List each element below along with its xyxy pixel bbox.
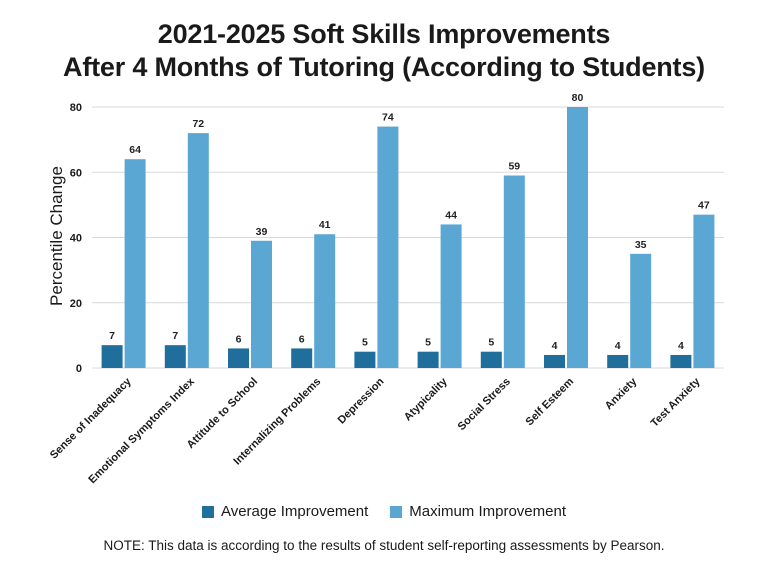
bar-value-label: 64 (129, 144, 141, 156)
x-tick-label: Self Esteem (524, 375, 577, 428)
bar-value-label: 4 (615, 340, 621, 352)
bar-maximum (251, 240, 272, 368)
chart-title-line-1: 2021-2025 Soft Skills Improvements (157, 19, 611, 49)
y-axis-ticks: 0 20 40 60 80 (70, 102, 82, 375)
bar-maximum (630, 253, 652, 368)
gridlines (92, 106, 724, 369)
legend-label-maximum: Maximum Improvement (409, 503, 566, 520)
bar-value-label: 5 (425, 337, 431, 349)
legend-item-maximum: Maximum Improvement (390, 503, 566, 520)
y-tick-label: 80 (70, 102, 82, 114)
bar-maximum (124, 159, 146, 368)
x-tick-label: Attitude to School (185, 376, 260, 451)
bars: 7 64 7 72 6 39 6 41 5 74 5 44 5 59 4 80 4 35 4 47 (101, 92, 715, 368)
bar-average (164, 345, 186, 368)
legend-swatch-average (201, 505, 214, 518)
bar-value-label: 4 (552, 340, 558, 352)
x-tick-label: Emotional Symptoms Index (86, 375, 197, 486)
bar-average (670, 354, 692, 368)
x-tick-label: Social Stress (456, 376, 513, 433)
legend: Average Improvement Maximum Improvement (0, 503, 768, 520)
bar-maximum (503, 175, 525, 368)
bar-value-label: 5 (362, 337, 368, 349)
x-tick-label: Depression (336, 375, 387, 426)
bar-maximum (567, 107, 588, 368)
bar-value-label: 44 (445, 209, 457, 221)
legend-label-average: Average Improvement (220, 503, 369, 520)
footnote: NOTE: This data is according to the resu… (103, 538, 665, 553)
bar-average (291, 348, 313, 368)
y-tick-label: 0 (76, 363, 82, 375)
bar-value-label: 47 (698, 200, 710, 212)
bar-value-label: 4 (678, 340, 684, 352)
bar-value-label: 7 (109, 330, 115, 342)
legend-item-average: Average Improvement (201, 503, 369, 520)
y-tick-label: 60 (70, 167, 82, 179)
bar-average (417, 351, 439, 368)
bar-value-label: 80 (572, 92, 584, 104)
bar-average (354, 351, 376, 368)
x-tick-label: Test Anxiety (649, 375, 703, 429)
bar-value-label: 59 (508, 161, 520, 173)
bar-value-label: 35 (635, 239, 647, 251)
bar-chart: 0 20 40 60 80 7 64 7 72 6 39 6 41 5 74 5 44 5 59 4 80 4 35 4 47… (47, 92, 724, 486)
bar-value-label: 41 (319, 219, 331, 231)
bar-value-label: 5 (488, 337, 494, 349)
bar-average (480, 351, 502, 368)
y-tick-label: 40 (70, 233, 82, 245)
bar-average (228, 348, 249, 368)
bar-value-label: 74 (382, 112, 394, 124)
bar-average (101, 345, 123, 368)
bar-value-label: 6 (236, 333, 242, 345)
bar-value-label: 72 (192, 118, 204, 130)
chart-title: 2021-2025 Soft Skills Improvements After… (0, 18, 768, 84)
bar-maximum (693, 214, 715, 368)
bar-maximum (187, 133, 209, 368)
y-axis-label: Percentile Change (47, 166, 66, 306)
chart-title-line-2: After 4 Months of Tutoring (According to… (63, 52, 705, 82)
x-tick-label: Atypicality (402, 375, 450, 423)
bar-average (607, 354, 629, 368)
bar-maximum (314, 234, 336, 368)
y-tick-label: 20 (70, 298, 82, 310)
bar-value-label: 39 (256, 226, 268, 238)
bar-average (544, 354, 565, 368)
bar-maximum (440, 224, 462, 368)
bar-value-label: 7 (172, 330, 178, 342)
bar-maximum (377, 126, 399, 368)
x-tick-label: Anxiety (603, 375, 640, 412)
bar-value-label: 6 (299, 333, 305, 345)
legend-swatch-maximum (390, 505, 403, 518)
